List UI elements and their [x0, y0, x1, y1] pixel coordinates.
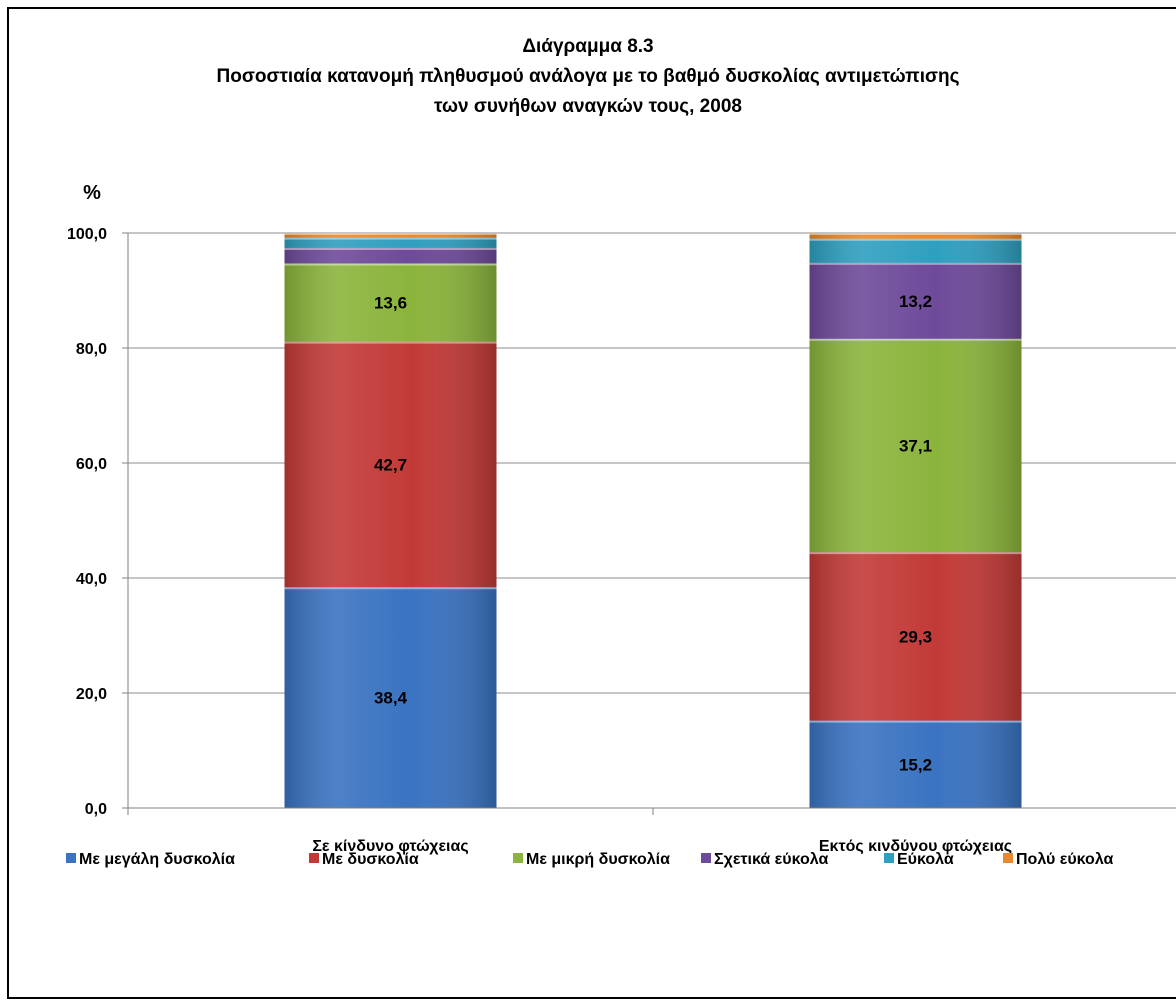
y-tick-label: 0,0 [85, 801, 107, 818]
bar-segment-shade [284, 263, 497, 342]
bar-segment-shade [809, 262, 1022, 339]
y-tick-label: 100,0 [67, 226, 107, 243]
chart-title: Διάγραμμα 8.3 Ποσοστιαία κατανομή πληθυσμ… [217, 36, 960, 117]
bar-segment-shade [809, 720, 1022, 808]
legend-swatch [66, 853, 76, 863]
data-label: 13,2 [899, 292, 932, 311]
legend-label: Σχετικά εύκολα [714, 851, 828, 868]
title-line-1: Διάγραμμα 8.3 [522, 36, 653, 57]
bar-segment-shade [284, 587, 497, 808]
legend: Με μεγάλη δυσκολία Με δυσκολία Με μικρή δυ… [66, 851, 1114, 868]
legend-swatch [884, 853, 894, 863]
bar-segment-shade [284, 247, 497, 264]
bar-segment-shade [809, 338, 1022, 553]
data-labels: 38,4 42,7 13,6 15,2 29,3 37,1 13,2 [374, 292, 932, 774]
y-tick-label: 60,0 [76, 456, 107, 473]
legend-label: Με μεγάλη δυσκολία [79, 851, 235, 868]
legend-swatch [701, 853, 711, 863]
bar-segment-shade [284, 233, 497, 238]
data-label: 38,4 [374, 689, 408, 708]
bar-segment-shade [284, 237, 497, 248]
category-label: Σε κίνδυνο φτώχειας [312, 838, 468, 855]
data-label: 37,1 [899, 436, 932, 455]
bar-segment-shade [809, 552, 1022, 721]
bars [284, 233, 1022, 808]
legend-swatch [1003, 853, 1013, 863]
legend-label: Με δυσκολία [322, 851, 419, 868]
legend-label: Πολύ εύκολα [1016, 851, 1114, 868]
legend-label: Με μικρή δυσκολία [526, 851, 670, 868]
bar-segment-shade [809, 238, 1022, 263]
title-line-2: Ποσοστιαία κατανομή πληθυσμού ανάλογα με… [217, 66, 960, 87]
category-label: Εκτός κινδύνου φτώχειας [819, 838, 1012, 855]
y-tick-label: 20,0 [76, 686, 107, 703]
title-line-3: των συνήθων αναγκών τους, 2008 [434, 96, 742, 117]
data-label: 13,6 [374, 294, 407, 313]
legend-label: Εύκολα [897, 851, 954, 868]
y-tick-label: 40,0 [76, 571, 107, 588]
y-tick-label: 80,0 [76, 341, 107, 358]
data-label: 15,2 [899, 755, 932, 774]
bar-segment-shade [284, 341, 497, 588]
axes: % 0,0 20,0 40,0 60,0 80,0 100,0 Σε κίνδυνο φτώχ… [67, 182, 1176, 855]
legend-swatch [513, 853, 523, 863]
data-label: 42,7 [374, 455, 407, 474]
legend-swatch [309, 853, 319, 863]
bar-segment-shade [809, 233, 1022, 239]
y-unit-label: % [83, 182, 101, 204]
data-label: 29,3 [899, 627, 932, 646]
